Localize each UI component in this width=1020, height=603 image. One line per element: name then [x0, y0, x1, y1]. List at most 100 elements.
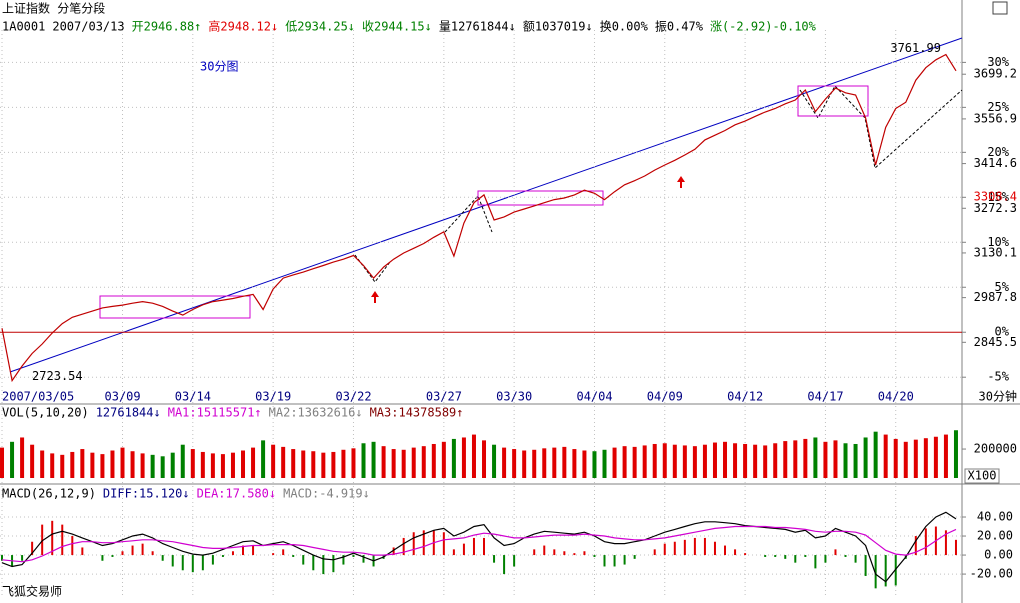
x-tick-label: 04/12 — [727, 390, 763, 404]
volume-bar — [793, 440, 798, 478]
volume-bar — [702, 444, 707, 478]
volume-bar — [361, 443, 366, 478]
volume-bar — [120, 447, 125, 478]
volume-bar — [562, 446, 567, 478]
x-tick-label: 03/22 — [335, 390, 371, 404]
volume-bar — [873, 431, 878, 478]
volume-bar — [90, 452, 95, 478]
volume-bar — [431, 443, 436, 478]
unit-label: X100 — [968, 469, 997, 483]
volume-bar — [130, 451, 135, 478]
volume-bar — [753, 444, 758, 478]
volume-bar — [80, 449, 85, 478]
volume-bar — [371, 441, 376, 478]
header-field: 低2934.25↓ — [285, 20, 355, 34]
volume-bar — [411, 447, 416, 478]
low-label: 2723.54 — [32, 369, 83, 383]
volume-bar — [923, 438, 928, 478]
y-tick-label: -20.00 — [970, 567, 1013, 581]
y-tick-label: 2845.5 — [974, 335, 1017, 349]
y2-tick-label: 0% — [995, 325, 1010, 339]
y-tick-label: 3130.1 — [974, 245, 1017, 259]
volume-bar — [381, 446, 386, 478]
volume-bar — [733, 443, 738, 478]
current-price: 3308.4 — [974, 189, 1017, 203]
volume-bar — [482, 440, 487, 478]
x-tick-label: 04/17 — [807, 390, 843, 404]
footer: 飞狐交易师 — [2, 584, 62, 599]
volume-bar — [241, 450, 246, 478]
title: 上证指数 分笔分段 — [2, 1, 105, 16]
volume-bar — [100, 454, 105, 478]
volume-bar — [170, 452, 175, 478]
volume-bar — [602, 449, 607, 478]
volume-bar — [461, 437, 466, 478]
volume-bar — [331, 451, 336, 478]
price-line — [1, 53, 957, 383]
x-tick-label: 03/30 — [496, 390, 532, 404]
annotation: 30分图 — [200, 60, 238, 74]
volume-bar — [773, 443, 778, 478]
header-field: 额1037019↓ — [523, 20, 593, 34]
header-field: DIFF:15.120↓ — [103, 487, 190, 501]
volume-bar — [0, 447, 5, 478]
header-field: VOL(5,10,20) — [2, 406, 89, 420]
y-tick-label: 0.00 — [984, 548, 1013, 562]
wave-line — [444, 195, 493, 233]
volume-bar — [712, 442, 717, 478]
range-box — [99, 295, 251, 319]
volume-bar — [230, 452, 235, 478]
volume-bar — [953, 430, 958, 478]
y-tick-label: 200000 — [974, 442, 1017, 456]
y-tick-label: 3414.6 — [974, 156, 1017, 170]
volume-bar — [512, 449, 517, 478]
volume-bar — [110, 450, 115, 478]
volume-bar — [642, 445, 647, 478]
volume-bar — [391, 449, 396, 478]
volume-bar — [140, 453, 145, 478]
volume-bar — [301, 450, 306, 478]
y-tick-label: 3556.9 — [974, 111, 1017, 125]
signal-arrow — [677, 176, 685, 188]
volume-bar — [291, 449, 296, 478]
volume-bar — [783, 441, 788, 478]
y2-tick-label: 5% — [995, 280, 1010, 294]
volume-bar — [743, 443, 748, 478]
header-field: 高2948.12↓ — [208, 19, 278, 34]
volume-bar — [180, 444, 185, 478]
volume-bar — [20, 437, 25, 478]
volume-bar — [763, 445, 768, 478]
macd-line — [1, 525, 957, 563]
x-tick-label: 04/20 — [878, 390, 914, 404]
y2-tick-label: 30% — [987, 55, 1009, 69]
volume-bar — [441, 441, 446, 478]
volume-bar — [50, 453, 55, 478]
header-field: 收2944.15↓ — [362, 20, 432, 34]
volume-bar — [612, 447, 617, 478]
volume-bar — [662, 443, 667, 478]
volume-bar — [220, 454, 225, 478]
wave-line — [799, 85, 963, 169]
x-tick-label: 2007/03/05 — [2, 390, 74, 404]
window-button[interactable] — [992, 1, 1008, 15]
volume-bar — [210, 453, 215, 478]
header-field: DEA:17.580↓ — [197, 487, 276, 501]
volume-bar — [60, 454, 65, 478]
volume-bar — [401, 449, 406, 478]
volume-bar — [351, 448, 356, 478]
volume-bar — [421, 446, 426, 478]
volume-bar — [552, 447, 557, 478]
volume-bar — [30, 444, 35, 478]
volume-bar — [682, 445, 687, 478]
volume-bar — [532, 449, 537, 478]
volume-bar — [40, 450, 45, 478]
header-field: 涨(-2.92)-0.10% — [710, 19, 817, 34]
volume-bar — [502, 447, 507, 478]
volume-bar — [813, 437, 818, 478]
volume-bar — [863, 437, 868, 478]
volume-bar — [542, 448, 547, 478]
volume-bar — [582, 450, 587, 478]
volume-bar — [903, 441, 908, 478]
